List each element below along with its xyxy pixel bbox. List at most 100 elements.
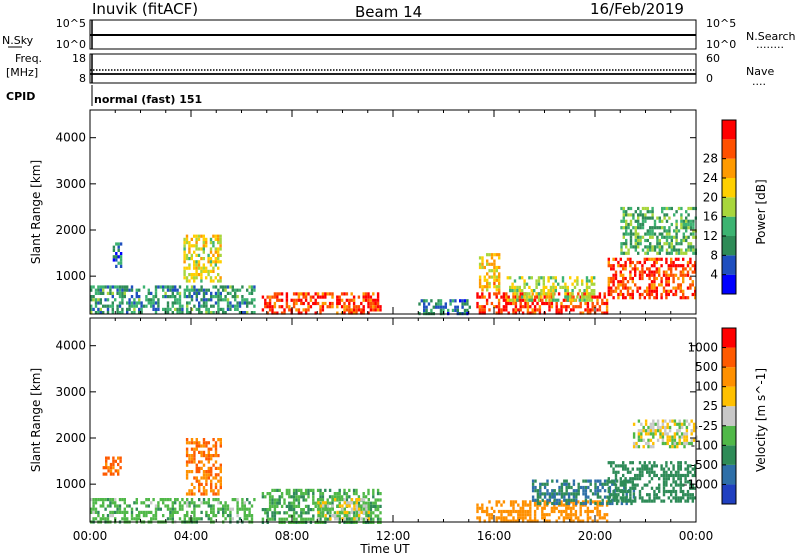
echo-cell [164,307,167,311]
echo-cell [653,470,656,474]
colorbar-swatch [722,445,736,465]
x-tick-label: 16:00 [477,529,512,543]
echo-cell [197,237,201,241]
echo-cell [319,517,322,521]
echo-cell [200,450,203,454]
echo-cell [154,510,158,514]
echo-cell [498,288,501,292]
echo-cell [576,276,579,280]
echo-cell [533,298,537,302]
echo-cell [514,311,518,315]
echo-cell [652,445,655,449]
echo-cell [543,506,546,510]
echo-cell [186,295,189,299]
echo-cell [677,257,680,261]
echo-cell [481,256,484,260]
echo-cell [202,463,206,467]
echo-cell [584,292,587,296]
echo-cell [268,517,272,521]
echo-cell [219,463,222,467]
echo-cell [302,492,305,496]
echo-cell [505,308,508,312]
echo-cell [212,507,215,511]
echo-cell [329,510,332,514]
echo-cell [376,308,380,312]
echo-cell [319,508,322,512]
echo-cell [512,292,515,296]
echo-cell [629,245,633,249]
colorbar-swatch [722,178,736,198]
echo-cell [550,305,554,309]
echo-cell [497,301,501,306]
echo-cell [217,492,220,496]
echo-cell [661,245,664,249]
echo-cell [590,292,593,296]
echo-cell [210,517,213,521]
echo-cell [309,305,313,309]
echo-cell [319,511,322,515]
echo-cell [687,226,690,230]
echo-cell [278,488,281,492]
echo-cell [304,311,308,315]
echo-cell [229,291,232,295]
echo-cell [687,222,690,227]
echo-cell [350,298,353,302]
echo-cell [668,429,672,433]
echo-cell [526,519,530,523]
echo-cell [629,229,633,233]
echo-cell [583,289,586,293]
echo-cell [145,295,148,299]
echo-cell [686,496,690,500]
echo-cell [183,517,186,521]
echo-cell [376,305,380,309]
echo-cell [297,311,301,315]
echo-cell [205,304,208,308]
echo-cell [632,441,636,446]
echo-cell [123,510,126,514]
echo-cell [193,234,196,238]
echo-cell [689,464,692,468]
echo-cell [183,260,186,264]
echo-cell [118,304,122,308]
echo-cell [285,301,289,306]
nsky-label: N.Sky [2,34,34,47]
echo-cell [174,307,177,311]
echo-region [476,500,609,523]
echo-cell [674,292,678,297]
echo-region [506,276,596,302]
echo-cell [581,292,584,296]
echo-cell [641,499,644,503]
echo-cell [278,495,281,499]
echo-cell [610,461,613,465]
echo-cell [632,232,635,236]
echo-cell [612,467,615,471]
echo-cell [569,301,573,306]
echo-cell [586,509,590,514]
echo-cell [322,504,325,508]
echo-cell [488,262,491,266]
echo-cell [535,282,538,286]
echo-cell [629,292,632,297]
echo-cell [674,273,678,277]
echo-cell [183,273,186,277]
echo-cell [540,289,543,293]
echo-cell [181,307,184,311]
y-tick-label: 4000 [55,339,86,353]
echo-cell [104,285,107,289]
echo-cell [253,285,256,289]
echo-cell [680,213,683,217]
echo-cell [689,242,693,246]
echo-cell [589,311,592,315]
echo-cell [661,441,665,446]
echo-cell [246,288,249,292]
echo-cell [317,498,320,502]
echo-cell [217,279,220,283]
echo-cell [685,210,688,214]
echo-cell [185,470,189,474]
echo-cell [670,461,673,465]
echo-cell [367,501,370,505]
echo-cell [152,307,155,311]
echo-cell [439,305,443,309]
echo-cell [566,289,569,293]
echo-cell [665,251,669,255]
